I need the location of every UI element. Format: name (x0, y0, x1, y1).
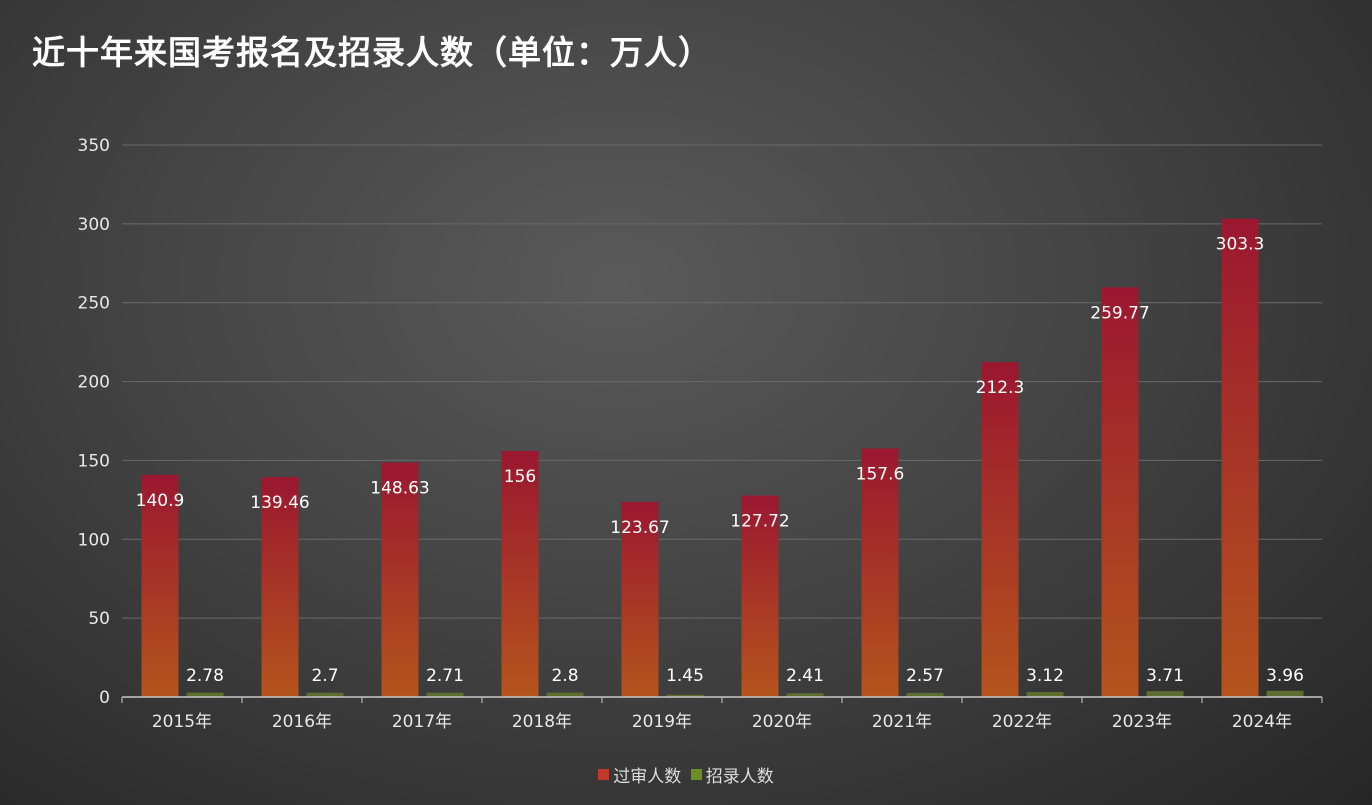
data-label-series-0-4: 123.67 (610, 518, 669, 538)
data-label-series-1-9: 3.96 (1266, 666, 1304, 686)
data-label-series-0-5: 127.72 (730, 512, 789, 532)
grid-layer (122, 144, 1322, 619)
data-label-series-1-2: 2.71 (426, 666, 464, 686)
bar-series-1-5[interactable] (786, 693, 824, 697)
bar-series-0-9[interactable] (1221, 218, 1259, 697)
chart-title: 近十年来国考报名及招录人数（单位：万人） (32, 33, 712, 72)
data-label-series-1-6: 2.57 (906, 666, 944, 686)
data-label-series-0-8: 259.77 (1090, 303, 1149, 323)
data-label-series-0-2: 148.63 (370, 479, 429, 499)
chart-legend: 过审人数 招录人数 (0, 762, 1372, 787)
y-tick-label: 150 (78, 451, 110, 471)
bar-series-0-2[interactable] (381, 462, 419, 697)
bar-series-0-4[interactable] (621, 501, 659, 697)
y-tick-label: 50 (88, 609, 110, 629)
axis-layer: 0 50 100 150 200 250 300 350 2015年 2016年 2017年 2018… (78, 136, 1323, 732)
bar-series-0-6[interactable] (861, 448, 899, 697)
bars-layer (141, 218, 1304, 697)
data-label-series-1-0: 2.78 (186, 666, 224, 686)
data-labels-layer: 140.9 2.78 139.46 2.7 148.63 2.71 156 2.8 123.67… (136, 235, 1304, 686)
bar-series-1-4[interactable] (666, 694, 704, 697)
legend-label-series-0: 过审人数 (613, 767, 682, 787)
y-tick-label: 0 (99, 688, 110, 708)
x-tick-label: 2021年 (872, 712, 932, 732)
bar-series-1-3[interactable] (546, 692, 584, 697)
data-label-series-1-1: 2.7 (311, 666, 338, 686)
bar-series-1-2[interactable] (426, 692, 464, 697)
x-tick-label: 2017年 (392, 712, 452, 732)
data-label-series-0-9: 303.3 (1216, 235, 1265, 255)
y-tick-label: 350 (78, 136, 110, 156)
bar-series-0-8[interactable] (1101, 287, 1139, 697)
bar-series-1-0[interactable] (186, 692, 224, 697)
bar-series-0-1[interactable] (261, 477, 299, 697)
data-label-series-1-5: 2.41 (786, 666, 824, 686)
legend-swatch-series-1 (690, 769, 702, 780)
x-tick-label: 2019年 (632, 712, 692, 732)
data-label-series-0-7: 212.3 (976, 378, 1025, 398)
bar-series-0-0[interactable] (141, 474, 179, 697)
bar-series-0-3[interactable] (501, 450, 539, 697)
bar-series-1-1[interactable] (306, 692, 344, 697)
legend-item-series-1[interactable]: 招录人数 (690, 762, 774, 787)
x-tick-label: 2020年 (752, 712, 812, 732)
data-label-series-1-3: 2.8 (551, 666, 578, 686)
x-tick-label: 2018年 (512, 712, 572, 732)
x-tick-label: 2016年 (272, 712, 332, 732)
data-label-series-1-7: 3.12 (1026, 666, 1064, 686)
data-label-series-1-4: 1.45 (666, 666, 704, 686)
bar-series-1-6[interactable] (906, 692, 944, 697)
bar-series-0-7[interactable] (981, 362, 1019, 697)
bar-series-1-8[interactable] (1146, 691, 1184, 697)
y-tick-label: 200 (78, 373, 110, 393)
y-tick-label: 300 (78, 215, 110, 235)
legend-label-series-1: 招录人数 (705, 767, 774, 787)
y-tick-label: 100 (78, 530, 110, 550)
x-tick-label: 2023年 (1112, 712, 1172, 732)
legend-swatch-series-0 (598, 769, 610, 780)
y-tick-label: 250 (78, 294, 110, 314)
x-tick-label: 2022年 (992, 712, 1052, 732)
bar-series-1-7[interactable] (1026, 692, 1064, 697)
x-tick-label: 2015年 (152, 712, 212, 732)
bar-series-1-9[interactable] (1266, 690, 1304, 697)
data-label-series-1-8: 3.71 (1146, 666, 1184, 686)
data-label-series-0-3: 156 (504, 467, 536, 487)
legend-item-series-0[interactable]: 过审人数 (598, 762, 681, 787)
data-label-series-0-1: 139.46 (250, 493, 309, 513)
data-label-series-0-6: 157.6 (856, 464, 905, 484)
bar-series-0-5[interactable] (741, 495, 779, 697)
x-tick-label: 2024年 (1232, 712, 1292, 732)
data-label-series-0-0: 140.9 (136, 491, 185, 511)
